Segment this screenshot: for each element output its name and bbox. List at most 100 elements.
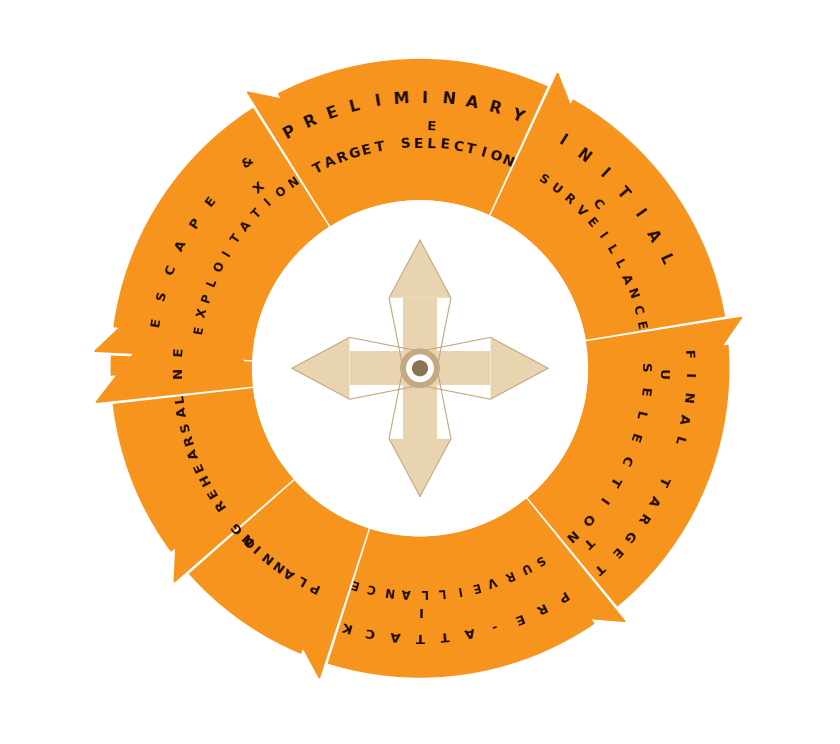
Text: I: I bbox=[631, 207, 646, 220]
Text: L: L bbox=[419, 586, 427, 600]
Wedge shape bbox=[420, 368, 626, 635]
Wedge shape bbox=[160, 368, 420, 583]
Text: I: I bbox=[454, 583, 461, 597]
Text: L: L bbox=[173, 393, 187, 403]
Wedge shape bbox=[420, 74, 580, 368]
Text: A: A bbox=[464, 94, 479, 112]
Text: L: L bbox=[670, 434, 685, 446]
Polygon shape bbox=[389, 240, 451, 298]
Text: T: T bbox=[249, 206, 265, 221]
Polygon shape bbox=[349, 351, 420, 385]
Text: P: P bbox=[187, 215, 203, 231]
Text: I: I bbox=[595, 495, 608, 506]
Text: L: L bbox=[603, 243, 618, 257]
Text: C: C bbox=[617, 452, 633, 466]
Text: R: R bbox=[501, 567, 515, 583]
Text: I: I bbox=[681, 373, 695, 379]
Text: I: I bbox=[417, 603, 422, 617]
Text: I: I bbox=[221, 248, 234, 258]
Text: U: U bbox=[548, 181, 564, 197]
Text: E: E bbox=[202, 193, 218, 209]
Text: I: I bbox=[479, 145, 487, 160]
Polygon shape bbox=[403, 368, 437, 439]
Text: L: L bbox=[295, 571, 308, 587]
Text: O: O bbox=[212, 260, 228, 275]
Text: E: E bbox=[360, 142, 373, 158]
Text: E: E bbox=[172, 347, 186, 356]
Text: G: G bbox=[229, 519, 246, 535]
Text: P: P bbox=[307, 577, 321, 594]
Wedge shape bbox=[420, 315, 743, 368]
Text: R: R bbox=[334, 149, 349, 166]
Text: A: A bbox=[401, 586, 411, 599]
Text: I: I bbox=[555, 133, 568, 149]
Text: A: A bbox=[643, 227, 662, 244]
Text: E: E bbox=[626, 432, 641, 444]
Text: G: G bbox=[621, 527, 638, 544]
Text: L: L bbox=[612, 257, 627, 270]
Text: K: K bbox=[339, 618, 353, 633]
Text: R: R bbox=[533, 600, 548, 616]
Text: U: U bbox=[655, 369, 669, 380]
Text: R: R bbox=[486, 100, 502, 118]
Text: P: P bbox=[554, 587, 570, 603]
Text: O: O bbox=[273, 184, 289, 200]
Text: A: A bbox=[322, 154, 338, 171]
Text: E: E bbox=[637, 387, 650, 397]
Text: N: N bbox=[239, 528, 255, 545]
Text: E: E bbox=[204, 484, 220, 498]
Text: L: L bbox=[633, 409, 647, 420]
Text: &: & bbox=[239, 155, 256, 172]
Text: C: C bbox=[589, 196, 606, 212]
Text: Y: Y bbox=[509, 107, 525, 125]
Polygon shape bbox=[569, 318, 742, 422]
Text: T: T bbox=[311, 160, 325, 176]
Text: T: T bbox=[580, 534, 596, 550]
Text: -: - bbox=[490, 619, 498, 632]
Circle shape bbox=[401, 349, 439, 388]
Polygon shape bbox=[291, 337, 349, 400]
Text: F: F bbox=[680, 350, 694, 359]
Text: E: E bbox=[511, 610, 524, 626]
Polygon shape bbox=[403, 298, 437, 368]
Text: S: S bbox=[400, 137, 411, 151]
Text: V: V bbox=[486, 574, 498, 589]
Text: N: N bbox=[171, 367, 185, 378]
Wedge shape bbox=[97, 368, 420, 405]
Text: E: E bbox=[149, 316, 164, 327]
Text: U: U bbox=[517, 559, 531, 576]
Circle shape bbox=[412, 361, 428, 376]
Text: T: T bbox=[613, 184, 631, 202]
Text: N: N bbox=[270, 556, 286, 573]
Text: N: N bbox=[680, 391, 693, 404]
Text: E: E bbox=[633, 320, 648, 331]
Text: O: O bbox=[242, 532, 259, 549]
Text: E: E bbox=[324, 104, 339, 122]
Text: V: V bbox=[572, 203, 588, 219]
Text: T: T bbox=[374, 139, 386, 155]
Polygon shape bbox=[498, 485, 625, 621]
Text: N: N bbox=[562, 527, 579, 544]
Text: E: E bbox=[584, 216, 599, 231]
Text: A: A bbox=[186, 446, 202, 460]
Text: C: C bbox=[365, 624, 376, 639]
Text: C: C bbox=[452, 139, 464, 155]
Text: A: A bbox=[618, 272, 634, 286]
Text: C: C bbox=[365, 580, 377, 595]
Text: E: E bbox=[439, 138, 450, 153]
Text: L: L bbox=[205, 276, 220, 288]
Text: R: R bbox=[212, 496, 228, 511]
Circle shape bbox=[253, 201, 587, 536]
Text: A: A bbox=[174, 239, 190, 254]
Text: M: M bbox=[392, 91, 410, 107]
Text: A: A bbox=[238, 219, 254, 234]
Text: A: A bbox=[390, 628, 401, 642]
Text: L: L bbox=[427, 137, 437, 151]
Text: O: O bbox=[579, 510, 596, 527]
Text: G: G bbox=[347, 145, 362, 161]
Text: T: T bbox=[655, 474, 671, 487]
Text: O: O bbox=[488, 148, 503, 165]
Text: I: I bbox=[374, 94, 382, 109]
Polygon shape bbox=[484, 73, 604, 232]
Text: H: H bbox=[197, 471, 213, 487]
